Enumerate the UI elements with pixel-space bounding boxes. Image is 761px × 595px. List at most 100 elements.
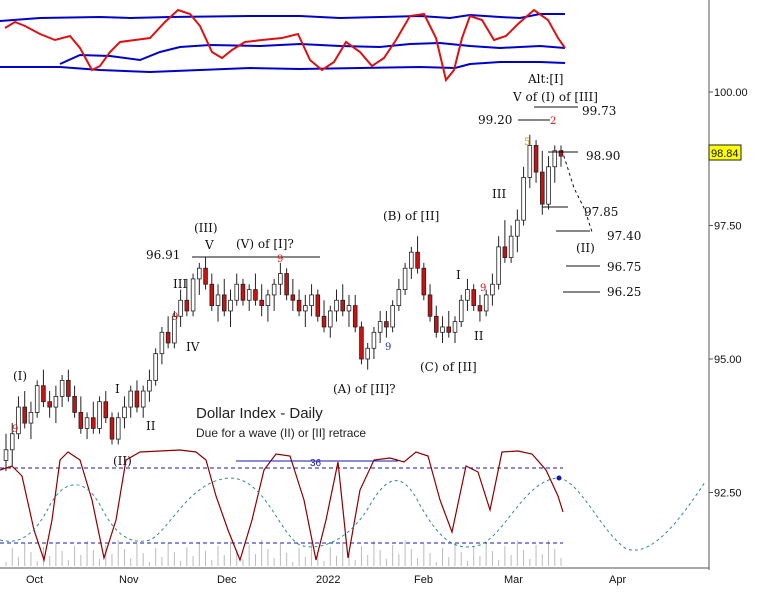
wave-label: I	[456, 268, 461, 282]
current-price-value: 98.84	[711, 148, 739, 160]
candle-body	[221, 294, 227, 312]
level-lines	[192, 106, 600, 293]
candle-body	[240, 283, 246, 301]
candle-body	[340, 299, 346, 312]
count-9-label: 9	[385, 342, 391, 353]
candle-body	[246, 289, 252, 301]
candle-body	[390, 305, 395, 328]
candle-body	[477, 305, 483, 312]
cycle-length-label: 36	[310, 458, 322, 469]
indicator-band-lower	[0, 61, 566, 74]
wave-label: I	[115, 382, 120, 396]
level-97-85-label: 97.85	[584, 205, 618, 219]
count-9-label: 9	[172, 312, 178, 323]
candle-body	[259, 299, 264, 307]
candle-body	[321, 315, 327, 328]
candle-body	[552, 150, 558, 168]
candle-body	[346, 305, 352, 312]
candle-body	[72, 395, 77, 413]
candle-body	[153, 353, 158, 381]
volume-bars	[5, 540, 562, 566]
candle-body	[327, 310, 333, 328]
wave-label: II	[146, 419, 156, 433]
candle-body	[172, 315, 177, 344]
y-tick-label: 92.50	[714, 488, 742, 500]
candle-body	[502, 246, 508, 258]
candle-body	[28, 411, 34, 424]
wave-label: (A) of [II]?	[333, 382, 396, 396]
candle-body	[402, 267, 408, 290]
candle-body	[228, 299, 233, 312]
level-96-75-label: 96.75	[607, 260, 641, 274]
candle-body	[41, 385, 46, 403]
candle-body	[458, 299, 464, 323]
candle-body	[134, 390, 140, 408]
candle-body	[209, 283, 215, 306]
candle-body	[159, 331, 165, 355]
price-candles	[3, 134, 564, 472]
lower-oscillator-pane: 36	[0, 449, 706, 566]
candle-body	[540, 171, 545, 205]
wave-label: Alt:[I]	[527, 72, 563, 86]
candle-body	[446, 326, 452, 333]
level-96-25-label: 96.25	[607, 285, 641, 299]
candle-body	[483, 294, 489, 312]
candle-body	[427, 294, 433, 317]
candle-body	[315, 294, 321, 317]
candle-body	[303, 305, 308, 312]
candle-body	[190, 278, 196, 312]
candle-body	[365, 347, 370, 360]
candle-body	[527, 144, 533, 178]
chart-title: Dollar Index - Daily	[196, 405, 323, 422]
candle-body	[415, 251, 420, 269]
current-price-tag	[708, 144, 742, 161]
candle-body	[59, 379, 65, 397]
candle-body	[384, 321, 389, 328]
wave-label: (III)	[194, 221, 218, 235]
candle-body	[22, 406, 27, 424]
level-97-40-label: 97.40	[607, 229, 641, 243]
candle-body	[271, 283, 277, 296]
candle-body	[309, 294, 314, 307]
level-99-73-label: 99.73	[582, 104, 616, 118]
candle-body	[265, 294, 271, 307]
candle-body	[147, 379, 152, 392]
candle-body	[66, 379, 71, 397]
candle-body	[515, 219, 520, 237]
wave-label: (C) of [II]	[420, 360, 477, 374]
candle-body	[533, 144, 539, 173]
wave-label: (II)	[576, 241, 595, 255]
level-96-91-label: 96.91	[146, 248, 180, 262]
candle-body	[109, 417, 115, 440]
candle-body	[284, 273, 289, 296]
candle-body	[122, 406, 127, 419]
candle-body	[496, 246, 501, 285]
candle-body	[278, 273, 283, 285]
count-9-label: 9	[12, 424, 18, 435]
candle-body	[16, 406, 21, 435]
candle-body	[409, 251, 414, 269]
candle-body	[371, 331, 377, 349]
candle-body	[334, 299, 339, 312]
candle-body	[440, 326, 445, 333]
x-axis-ticks: Oct Nov Dec 2022 Feb Mar Apr	[26, 574, 626, 586]
count-9-label: 9	[277, 254, 283, 265]
candle-body	[203, 267, 208, 285]
candle-body	[253, 289, 258, 301]
candle-body	[115, 417, 121, 440]
wave-label: 2	[550, 116, 556, 127]
wave-label: IV	[186, 340, 200, 354]
candle-body	[558, 150, 564, 157]
y-axis-ticks: 100.00 97.50 95.00 92.50	[709, 87, 748, 500]
wave-label: (I)	[13, 369, 27, 383]
candle-body	[421, 267, 427, 296]
candle-body	[234, 283, 240, 301]
candle-body	[128, 390, 133, 408]
wave-label: (B) of [II]	[383, 209, 439, 223]
x-tick-label: Mar	[504, 574, 523, 586]
candle-body	[184, 299, 190, 312]
candle-body	[359, 326, 364, 360]
candle-body	[396, 289, 402, 306]
candle-body	[91, 417, 96, 429]
wave-label: (II)	[113, 454, 132, 468]
